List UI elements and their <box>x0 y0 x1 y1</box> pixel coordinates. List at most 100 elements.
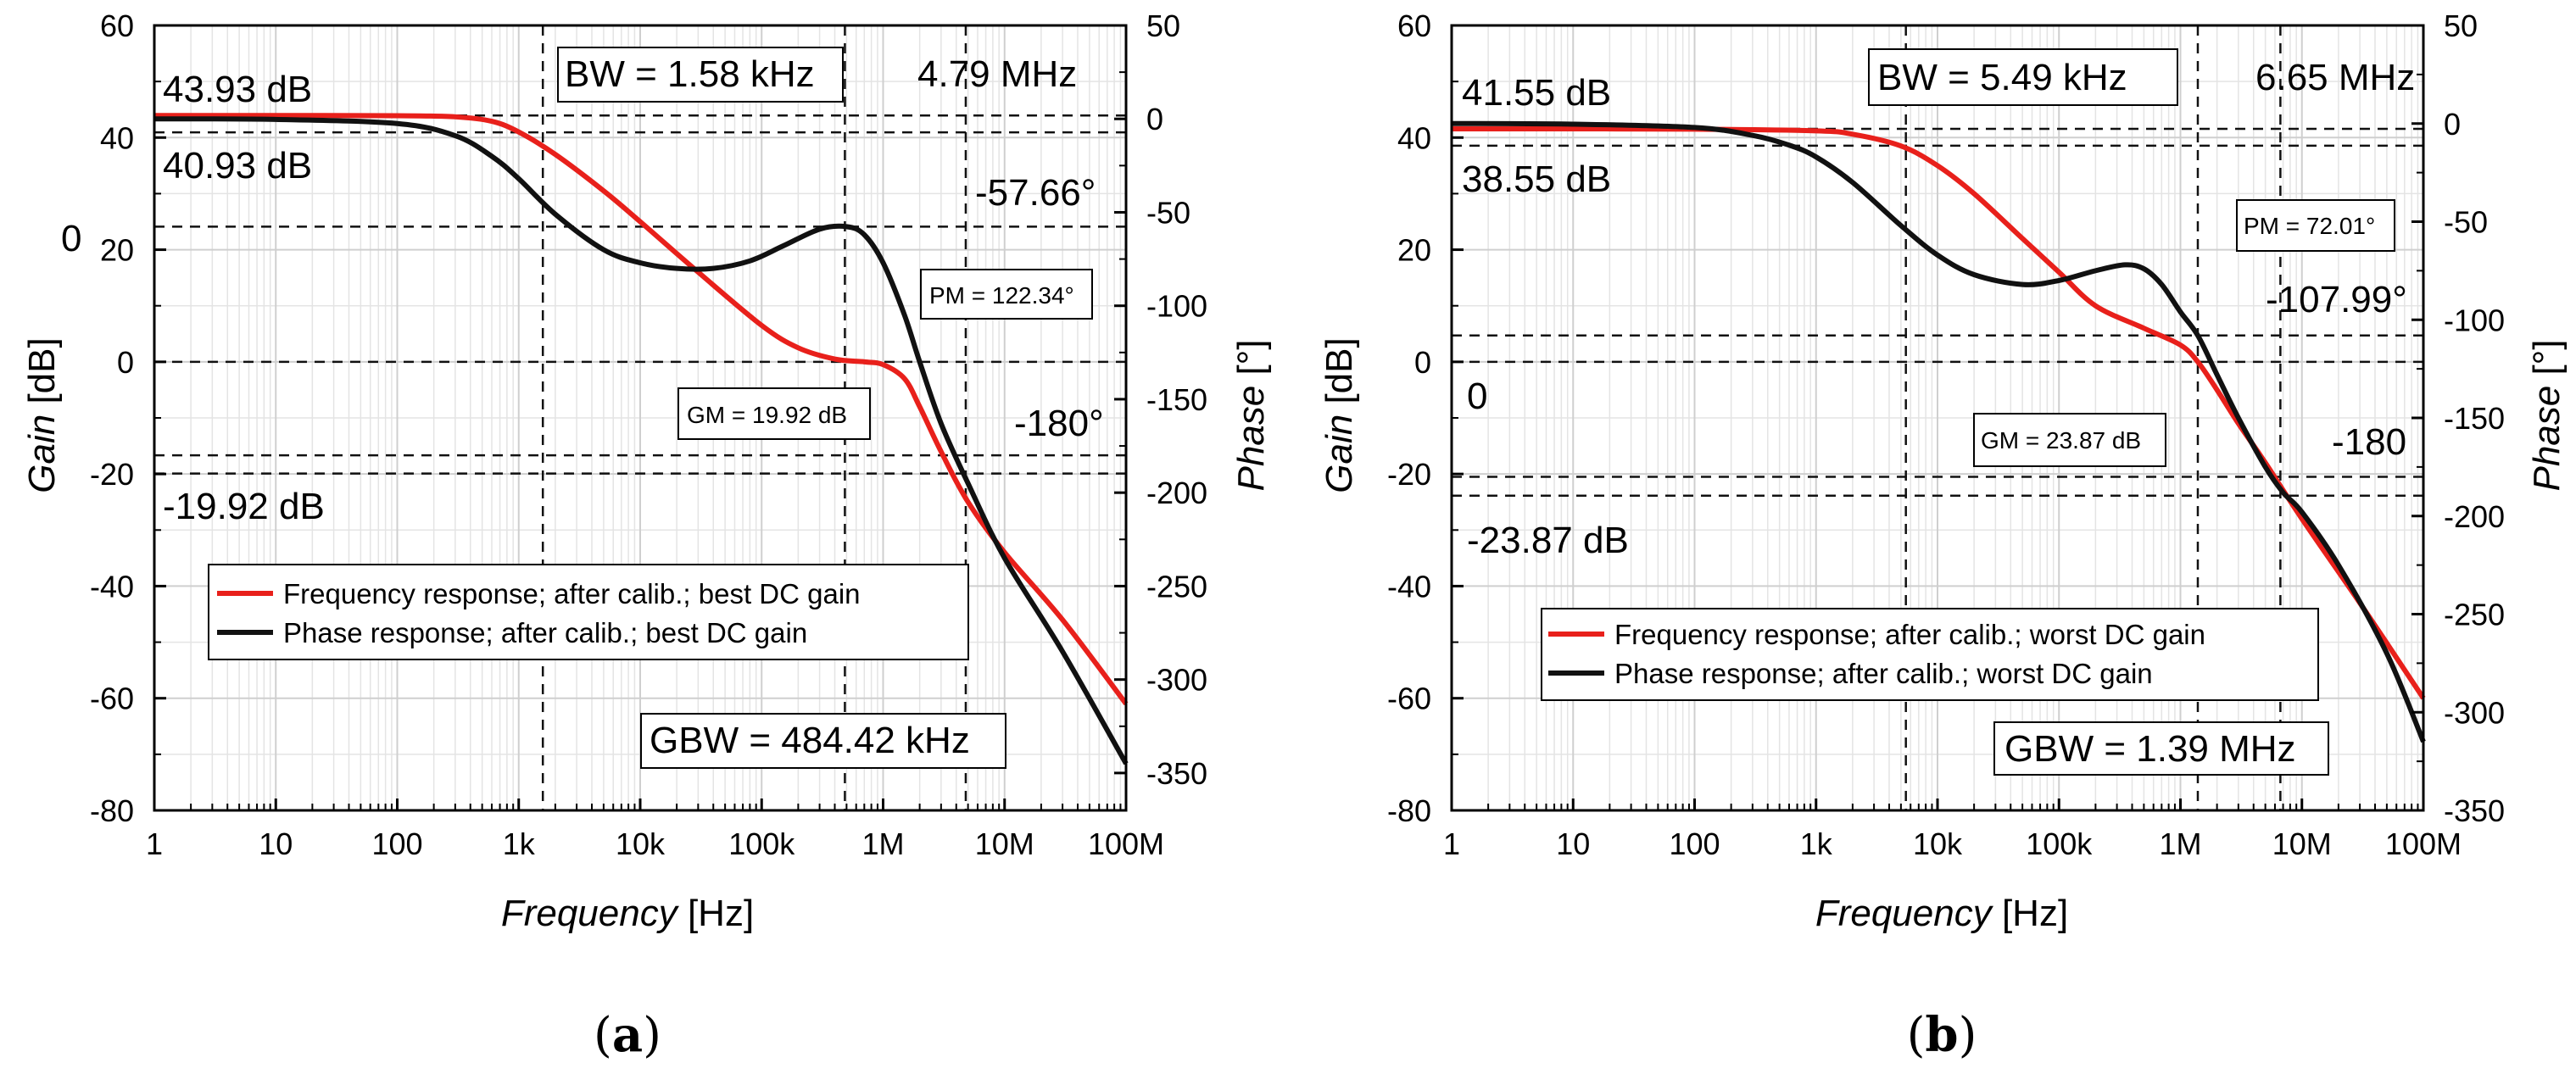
chart-a-bw-box <box>557 47 844 103</box>
chart-b-bw-box <box>1868 48 2178 106</box>
chart-b-y2-axis-unit: [°] <box>2526 339 2568 385</box>
chart-a-x-tick-label: 10 <box>259 826 293 861</box>
chart-a-x-tick-label: 1M <box>861 826 904 861</box>
chart-b-y2-tick-label: -100 <box>2444 303 2505 337</box>
chart-b-y2-tick-label: -50 <box>2444 205 2488 240</box>
chart-a-label-gain-3db: 40.93 dB <box>163 145 312 186</box>
chart-a-x-axis-unit: [Hz] <box>677 893 754 934</box>
chart-a-gbw-box <box>640 713 1006 769</box>
chart-b-y2-axis-title: Phase [°] <box>2526 339 2568 491</box>
chart-a-y2-axis-title: Phase [°] <box>1230 339 1272 491</box>
chart-a-x-tick-label: 100M <box>1088 826 1164 861</box>
chart-a-y2-tick-label: -300 <box>1146 663 1207 698</box>
chart-a-series-phase-line <box>153 116 1129 765</box>
chart-a-label-pm: PM = 122.34° <box>929 282 1074 309</box>
chart-b-x-tick-label: 100k <box>2026 826 2093 861</box>
chart-a-legend-label-gain: Frequency response; after calib.; best D… <box>283 578 861 609</box>
chart-b-label-gm-neg: -23.87 dB <box>1467 520 1629 561</box>
chart-a-ticks: 1 10 100 1k 10k 100k 1M 10M 100M-80-60-40-200204… <box>90 8 1207 861</box>
chart-b-y2-tick-label: -150 <box>2444 401 2505 436</box>
chart-b-y-tick-label: -20 <box>1387 457 1431 492</box>
chart-b-x-tick-label: 100 <box>1669 826 1720 861</box>
chart-b-y2-tick-label: -200 <box>2444 499 2505 534</box>
chart-a-y2-axis-unit: [°] <box>1230 339 1272 385</box>
chart-b-legend-label-phase: Phase response; after calib.; worst DC g… <box>1614 658 2153 689</box>
chart-b-label-phase-180: -180 <box>2332 421 2406 463</box>
chart-a-label-phase-180: -180° <box>1014 403 1104 444</box>
chart-b-y-tick-label: 20 <box>1397 233 1431 268</box>
chart-a-y-tick-label: 60 <box>100 8 134 43</box>
chart-a-series-gain-line <box>153 113 1129 706</box>
chart-b-y2-tick-label: 50 <box>2444 8 2478 43</box>
chart-a-x-tick-label: 10M <box>975 826 1034 861</box>
chart-b-panel-letter: b <box>1925 1007 1958 1063</box>
chart-a-y-tick-label: -20 <box>90 457 134 492</box>
chart-b-legend-box <box>1541 608 2319 701</box>
chart-b-x-tick-label: 10 <box>1556 826 1590 861</box>
chart-a-label-gm: GM = 19.92 dB <box>687 402 847 428</box>
chart-a-y2-axis-title-text: Phase <box>1230 386 1272 492</box>
chart-a-x-tick-label: 100k <box>728 826 795 861</box>
chart-b-label-bw: BW = 5.49 kHz <box>1877 57 2127 98</box>
chart-a-series <box>153 113 1129 765</box>
chart-b-y2-tick-label: -300 <box>2444 695 2505 730</box>
chart-b-x-tick-label: 100M <box>2385 826 2462 861</box>
chart-a-minor-grid <box>154 25 1126 810</box>
chart-a-y-tick-label: 0 <box>117 345 134 380</box>
chart-b-y2-tick-label: 0 <box>2444 107 2461 142</box>
chart-b-y-tick-label: -60 <box>1387 682 1431 716</box>
chart-b-series <box>1451 120 2426 743</box>
chart-b-legend: Frequency response; after calib.; worst … <box>1541 608 2319 701</box>
chart-b-x-axis-title-text: Frequency <box>1815 893 1994 934</box>
chart-a-label-bw: BW = 1.58 kHz <box>565 53 815 95</box>
chart-a-pm-box <box>920 269 1093 320</box>
chart-b-y-tick-label: 0 <box>1414 345 1431 380</box>
chart-a-x-tick-label: 1 <box>146 826 163 861</box>
chart-b-y2-axis-title-text: Phase <box>2526 386 2568 492</box>
chart-b-gbw-box <box>1993 721 2329 776</box>
chart-a-y-axis-title-text: Gain <box>21 415 63 493</box>
chart-a-y2-tick-label: -350 <box>1146 756 1207 791</box>
chart-b-label-gm: GM = 23.87 dB <box>1981 427 2141 454</box>
chart-b-label-gain-max: 41.55 dB <box>1462 72 1611 114</box>
chart-b-y-tick-label: 60 <box>1397 8 1431 43</box>
chart-b-label-gbw: GBW = 1.39 MHz <box>2004 728 2296 770</box>
chart-a-y-axis-title: Gain [dB] <box>21 337 63 492</box>
chart-b-label-zero: 0 <box>1467 376 1487 417</box>
chart-a-y2-tick-label: -250 <box>1146 569 1207 604</box>
chart-a-y2-tick-label: -150 <box>1146 382 1207 417</box>
chart-a-x-tick-label: 10k <box>616 826 666 861</box>
chart-b-gm-box <box>1973 413 2166 467</box>
chart-b-x-tick-label: 10k <box>1913 826 1963 861</box>
chart-b-y-tick-label: -40 <box>1387 569 1431 604</box>
chart-a-y2-tick-label: -100 <box>1146 289 1207 324</box>
chart-b-y-axis-title: Gain [dB] <box>1319 337 1360 492</box>
chart-a-x-tick-label: 100 <box>371 826 422 861</box>
chart-b-x-tick-label: 1 <box>1443 826 1460 861</box>
chart-b-y-axis-unit: [dB] <box>1319 337 1360 415</box>
chart-b-ticks: 1 10 100 1k 10k 100k 1M 10M 100M-80-60-40-200204… <box>1387 8 2505 861</box>
chart-a-label-zero: 0 <box>61 218 81 259</box>
chart-b-legend-label-gain: Frequency response; after calib.; worst … <box>1614 619 2205 650</box>
chart-b-y-axis-title-text: Gain <box>1319 415 1360 493</box>
chart-b-label-pm-phase: -107.99° <box>2266 279 2407 320</box>
chart-a-label-pm-phase: -57.66° <box>975 172 1096 214</box>
chart-a-y-tick-label: 40 <box>100 120 134 155</box>
chart-b-x-axis-title: Frequency [Hz] <box>1815 893 2068 934</box>
chart-a-label-gain-max: 43.93 dB <box>163 69 312 110</box>
chart-a-label-gbw: GBW = 484.42 kHz <box>650 720 970 761</box>
chart-b-label-gain-3db: 38.55 dB <box>1462 159 1611 200</box>
chart-b-pm-box <box>2236 199 2395 252</box>
chart-b-panel-label: (b) <box>1907 1007 1977 1063</box>
chart-b-y-tick-label: 40 <box>1397 120 1431 155</box>
chart-a-label-gm-neg: -19.92 dB <box>163 486 325 527</box>
chart-b-x-tick-label: 10M <box>2272 826 2332 861</box>
chart-a-y2-tick-label: -50 <box>1146 195 1190 230</box>
chart-a-gm-box <box>677 387 871 440</box>
chart-panel-b: 1 10 100 1k 10k 100k 1M 10M 100M-80-60-40-200204… <box>1319 8 2568 1063</box>
chart-a-y-tick-label: -60 <box>90 682 134 716</box>
chart-a-legend-box <box>208 564 969 660</box>
chart-a-y-tick-label: -80 <box>90 793 134 828</box>
chart-b-label-pm: PM = 72.01° <box>2244 213 2375 239</box>
